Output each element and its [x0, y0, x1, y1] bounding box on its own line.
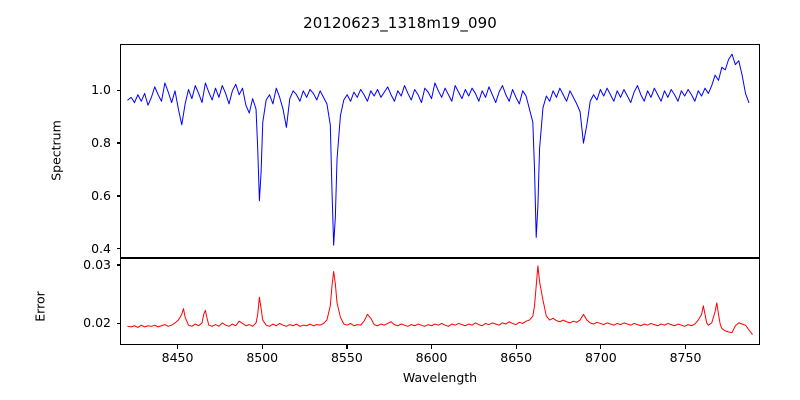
y-axis-label-spectrum: Spectrum	[48, 120, 64, 181]
figure-title: 20120623_1318m19_090	[303, 14, 497, 32]
xtick-mark	[515, 345, 517, 349]
xtick-mark	[430, 345, 433, 349]
xtick-mark	[346, 345, 348, 349]
xtick-label: 8750	[669, 350, 702, 365]
spectrum-panel-ytick-mark	[116, 89, 120, 91]
spectrum-panel-ytick-label-text: 0.4	[91, 240, 111, 256]
spectrum-panel-ytick-mark	[116, 142, 120, 144]
x-axis-label: Wavelength	[402, 370, 478, 385]
xtick-label: 8500	[246, 350, 279, 365]
error-line-plot	[121, 259, 759, 344]
error-panel-ytick-label-text: 0.03	[83, 257, 111, 272]
xtick-mark	[261, 345, 263, 349]
spectrum-panel-trace	[128, 54, 749, 245]
xtick-label: 8550	[330, 350, 363, 365]
y-axis-label-error: Error	[32, 291, 48, 322]
xtick-mark	[176, 345, 179, 349]
spectrum-panel-ytick-label-text: 0.8	[91, 135, 111, 151]
xtick-label: 8450	[161, 350, 194, 365]
error-panel-ytick-mark	[116, 264, 120, 266]
error-panel-trace	[128, 266, 753, 334]
xtick-mark	[600, 345, 602, 349]
spectrum-panel-ytick-mark	[116, 248, 120, 250]
error-panel-ytick-mark	[116, 322, 120, 325]
spectrum-panel-ytick-label-text: 1.0	[91, 82, 111, 98]
xtick-mark	[684, 345, 687, 349]
error-panel-ytick-label-text: 0.02	[83, 315, 111, 331]
spectrum-panel-ytick-mark	[116, 195, 120, 197]
spectrum-panel-ytick-label-text: 0.6	[91, 187, 111, 203]
error-axes	[120, 258, 760, 345]
spectrum-axes	[120, 44, 760, 258]
xtick-label: 8700	[584, 350, 617, 365]
spectrum-line-plot	[121, 45, 759, 257]
xtick-label: 8600	[415, 350, 448, 365]
xtick-label: 8650	[500, 350, 533, 365]
